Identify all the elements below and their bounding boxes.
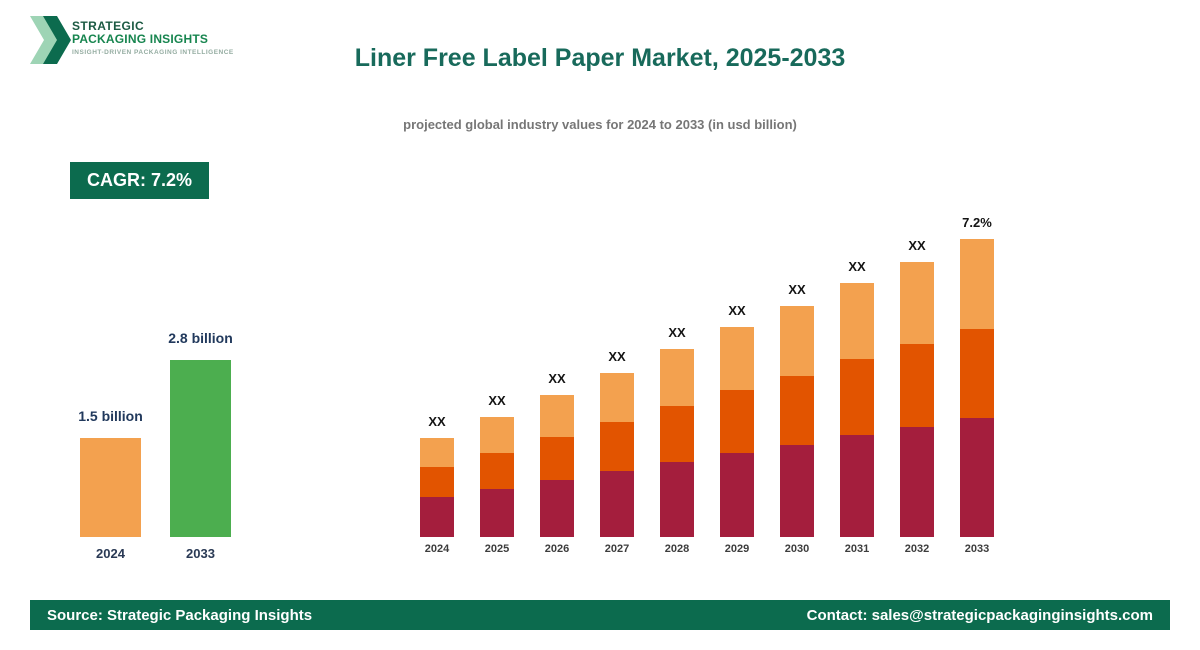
footer-contact: Contact: sales@strategicpackaginginsight… <box>806 606 1153 624</box>
bar-value-label: XX <box>728 303 746 318</box>
bar-value-label: XX <box>848 259 866 274</box>
segment-bottom <box>780 445 814 537</box>
bar-value-label: 7.2% <box>962 215 992 230</box>
stacked-bar <box>900 262 934 537</box>
summary-year-label: 2024 <box>96 546 125 561</box>
bar-value-label: XX <box>788 282 806 297</box>
summary-value-label: 1.5 billion <box>78 408 143 424</box>
segment-top <box>900 262 934 344</box>
logo-tagline: INSIGHT-DRIVEN PACKAGING INTELLIGENCE <box>72 49 234 57</box>
page-title: Liner Free Label Paper Market, 2025-2033 <box>354 44 846 72</box>
segment-bottom <box>540 480 574 537</box>
segment-middle <box>600 422 634 471</box>
logo-line2: PACKAGING INSIGHTS <box>72 31 209 46</box>
bar-year-label: 2029 <box>724 543 750 555</box>
segment-top <box>720 327 754 390</box>
stacked-bar <box>960 239 994 537</box>
stacked-bar <box>660 349 694 537</box>
segment-top <box>660 349 694 406</box>
bar-year-label: 2033 <box>964 543 990 555</box>
segment-bottom <box>420 497 454 537</box>
segment-top <box>420 438 454 467</box>
stacked-bar <box>420 438 454 537</box>
segment-top <box>600 373 634 422</box>
bar-value-label: XX <box>428 414 446 429</box>
footer-source: Source: Strategic Packaging Insights <box>47 606 313 624</box>
logo-line1: STRATEGIC <box>72 19 145 33</box>
segment-middle <box>480 453 514 489</box>
segment-bottom <box>900 427 934 537</box>
stacked-bar <box>720 327 754 537</box>
stacked-bar <box>480 417 514 537</box>
bar-value-label: XX <box>548 371 566 386</box>
bar-year-label: 2026 <box>544 543 570 555</box>
footer-bar: Source: Strategic Packaging Insights Con… <box>30 600 1170 630</box>
stacked-bar <box>600 373 634 537</box>
bar-year-label: 2032 <box>904 543 930 555</box>
bar-year-label: 2027 <box>604 543 630 555</box>
page-subtitle: projected global industry values for 202… <box>403 117 797 132</box>
stacked-bar <box>540 395 574 537</box>
logo-text: STRATEGIC PACKAGING INSIGHTS INSIGHT-DRI… <box>72 20 234 57</box>
segment-middle <box>780 376 814 445</box>
stacked-bar <box>840 283 874 537</box>
segment-middle <box>900 344 934 427</box>
summary-year-label: 2033 <box>186 546 215 561</box>
segment-middle <box>960 329 994 418</box>
segment-top <box>780 306 814 376</box>
segment-top <box>840 283 874 359</box>
segment-middle <box>540 437 574 480</box>
bar-value-label: XX <box>908 238 926 253</box>
stacked-bar <box>780 306 814 537</box>
segment-top <box>540 395 574 437</box>
segment-bottom <box>480 489 514 537</box>
summary-value-label: 2.8 billion <box>168 330 233 346</box>
bar-value-label: XX <box>668 325 686 340</box>
segment-middle <box>660 406 694 462</box>
bar-year-label: 2031 <box>844 543 870 555</box>
segment-middle <box>720 390 754 453</box>
segment-middle <box>840 359 874 435</box>
segment-bottom <box>840 435 874 537</box>
bar-year-label: 2030 <box>784 543 810 555</box>
segment-bottom <box>720 453 754 537</box>
bar-year-label: 2025 <box>484 543 510 555</box>
segment-top <box>960 239 994 329</box>
segment-bottom <box>960 418 994 537</box>
segment-middle <box>420 467 454 497</box>
bar-year-label: 2024 <box>424 543 450 555</box>
segment-top <box>480 417 514 453</box>
bar-value-label: XX <box>608 349 626 364</box>
segment-bottom <box>660 462 694 537</box>
bar-year-label: 2028 <box>664 543 690 555</box>
summary-bar <box>80 438 141 537</box>
bar-value-label: XX <box>488 393 506 408</box>
summary-bar <box>170 360 231 537</box>
cagr-badge: CAGR: 7.2% <box>70 162 210 199</box>
segment-bottom <box>600 471 634 537</box>
logo: STRATEGIC PACKAGING INSIGHTS INSIGHT-DRI… <box>30 14 270 76</box>
